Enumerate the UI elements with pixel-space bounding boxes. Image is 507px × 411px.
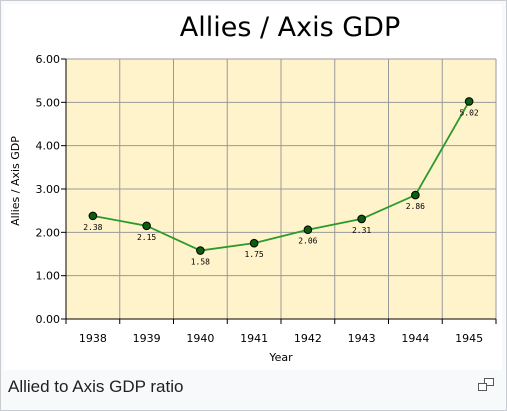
data-point[interactable] bbox=[303, 225, 313, 235]
grid-lines bbox=[66, 58, 497, 319]
data-label: 2.38 bbox=[83, 223, 102, 232]
y-axis-label: Allies / Axis GDP bbox=[9, 136, 22, 226]
y-tick-label: 1.00 bbox=[36, 270, 61, 283]
data-label: 1.75 bbox=[244, 250, 263, 259]
y-tick-label: 4.00 bbox=[36, 140, 61, 153]
data-point[interactable] bbox=[464, 97, 474, 106]
chart-figure[interactable]: Allies / Axis GDP 0.00 1.00 2.00 3.00 4.00 5.… bbox=[4, 4, 502, 370]
data-point[interactable] bbox=[142, 221, 151, 231]
x-tick-label: 1941 bbox=[240, 332, 268, 345]
x-tick-label: 1942 bbox=[294, 332, 322, 345]
x-tick-label: 1944 bbox=[401, 332, 429, 345]
x-tick-label: 1938 bbox=[79, 332, 107, 345]
data-point[interactable] bbox=[411, 190, 420, 200]
figure-caption: Allied to Axis GDP ratio bbox=[8, 377, 184, 396]
axes bbox=[61, 58, 497, 324]
data-label: 2.86 bbox=[406, 202, 425, 211]
data-point[interactable] bbox=[196, 246, 205, 255]
y-tick-label: 2.00 bbox=[36, 226, 61, 239]
x-tick-label: 1945 bbox=[455, 332, 483, 345]
series-layer: 2.38 2.15 1.58 1.75 2.06 2.31 2.86 5.02 bbox=[83, 97, 479, 267]
chart-svg: Allies / Axis GDP 0.00 1.00 2.00 3.00 4.00 5.… bbox=[9, 12, 497, 364]
x-axis-label: Year bbox=[268, 351, 293, 364]
data-label: 2.31 bbox=[352, 226, 371, 235]
chart-title: Allies / Axis GDP bbox=[180, 12, 401, 43]
y-tick-label: 5.00 bbox=[36, 96, 61, 109]
y-tick-label: 3.00 bbox=[36, 183, 61, 196]
series-line bbox=[92, 101, 470, 252]
y-tick-label: 6.00 bbox=[36, 53, 61, 66]
data-label: 2.06 bbox=[298, 237, 317, 246]
data-label: 2.15 bbox=[137, 233, 156, 242]
data-point[interactable] bbox=[88, 211, 98, 221]
tick-labels: 0.00 1.00 2.00 3.00 4.00 5.00 6.00 1938 1939 1940… bbox=[36, 53, 484, 345]
x-tick-label: 1939 bbox=[133, 332, 161, 345]
x-tick-label: 1940 bbox=[186, 332, 214, 345]
y-tick-label: 0.00 bbox=[36, 313, 61, 326]
data-label: 1.58 bbox=[191, 258, 210, 267]
magnify-clip-icon[interactable] bbox=[478, 377, 494, 391]
x-tick-label: 1943 bbox=[348, 332, 376, 345]
data-point[interactable] bbox=[357, 214, 366, 224]
data-label: 5.02 bbox=[459, 108, 478, 117]
data-point[interactable] bbox=[249, 238, 259, 248]
